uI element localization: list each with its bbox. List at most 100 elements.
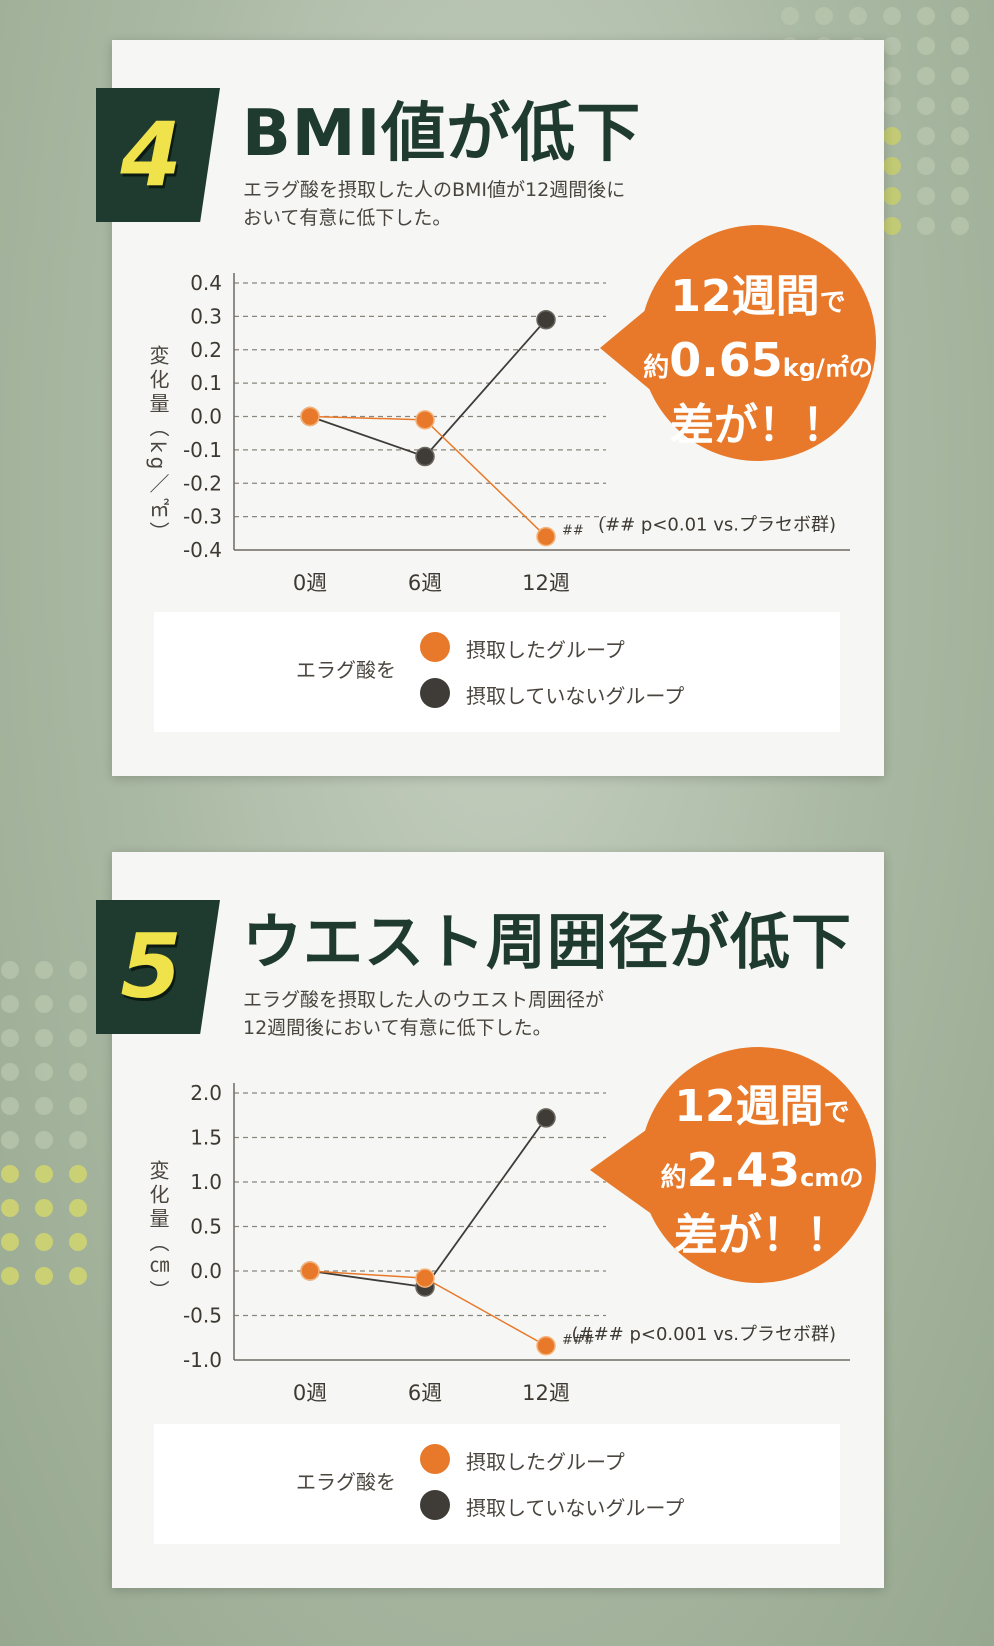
y-tick-label: 1.0 — [190, 1170, 222, 1194]
decorative-dot — [917, 187, 935, 205]
decorative-dot — [1, 1029, 19, 1047]
decorative-dot — [35, 961, 53, 979]
y-tick-label: 1.5 — [190, 1126, 222, 1150]
point-taken — [536, 1336, 556, 1356]
y-tick-label: 0.0 — [190, 1259, 222, 1283]
legend-prefix: エラグ酸を — [296, 1470, 396, 1494]
section-5-callout-bubble — [590, 1047, 876, 1283]
x-tick-label: 12週 — [522, 1381, 570, 1405]
decorative-dot — [951, 7, 969, 25]
decorative-dot — [35, 1029, 53, 1047]
section-5-number: 5 — [120, 915, 182, 1018]
decorative-dot — [951, 37, 969, 55]
series-line — [309, 415, 547, 538]
point-not-taken — [536, 1108, 556, 1128]
x-tick-label: 6週 — [408, 571, 442, 595]
legend-marker-orange — [420, 632, 450, 662]
x-tick-label: 0週 — [293, 571, 327, 595]
decorative-dot — [1, 1199, 19, 1217]
decorative-dot — [1, 1267, 19, 1285]
decorative-dot — [69, 1063, 87, 1081]
decorative-dot — [917, 37, 935, 55]
decorative-dot — [35, 1131, 53, 1149]
y-tick-label: 2.0 — [190, 1081, 222, 1105]
decorative-dot — [69, 1267, 87, 1285]
significance-note: (### p<0.001 vs.プラセボ群) — [571, 1324, 836, 1345]
legend-marker-dark — [420, 1490, 450, 1520]
decorative-dot — [883, 217, 901, 235]
decorative-dot — [917, 67, 935, 85]
decorative-dot — [951, 127, 969, 145]
decorative-dot — [951, 217, 969, 235]
decorative-dot — [917, 127, 935, 145]
bmi-chart: 0.4 0.3 0.2 0.1 0.0 -0.1 -0.2 -0.3 -0.4 0週 6週 12週 ##… — [183, 271, 850, 595]
section-5-ylabel: 変化量（㎝） — [146, 1160, 170, 1304]
decorative-dot — [1, 995, 19, 1013]
legend-label-not-taken: 摂取していないグループ — [466, 684, 685, 708]
legend-prefix: エラグ酸を — [296, 658, 396, 682]
decorative-dot — [917, 7, 935, 25]
x-tick-label: 6週 — [408, 1381, 442, 1405]
y-tick-label: -1.0 — [183, 1348, 222, 1372]
series-line — [309, 319, 547, 458]
decorative-dot — [1, 961, 19, 979]
y-tick-label: -0.4 — [183, 538, 222, 562]
decorative-dot — [951, 157, 969, 175]
point-taken — [415, 410, 435, 430]
point-not-taken — [536, 309, 556, 330]
x-tick-label: 0週 — [293, 1381, 327, 1405]
section-4-callout-bubble — [600, 225, 876, 461]
decorative-dot — [849, 7, 867, 25]
decorative-dot — [883, 127, 901, 145]
decorative-dot — [883, 157, 901, 175]
decorative-dot — [69, 1165, 87, 1183]
significance-marker: ### — [562, 1333, 595, 1348]
y-tick-label: -0.5 — [183, 1304, 222, 1328]
decorative-dot — [35, 1097, 53, 1115]
series-line — [309, 1117, 547, 1288]
decorative-dots-left — [1, 961, 87, 1285]
y-tick-label: -0.2 — [183, 471, 222, 495]
significance-marker: ## — [562, 524, 584, 539]
decorative-dot — [917, 217, 935, 235]
x-tick-label: 12週 — [522, 571, 570, 595]
decorative-dot — [951, 97, 969, 115]
y-tick-label: 0.3 — [190, 304, 222, 328]
significance-note: (## p<0.01 vs.プラセボ群) — [598, 515, 836, 536]
decorative-dot — [883, 7, 901, 25]
decorative-dot — [1, 1063, 19, 1081]
decorative-dot — [917, 97, 935, 115]
decorative-dot — [69, 1097, 87, 1115]
section-4-legend: エラグ酸を 摂取したグループ 摂取していないグループ — [154, 612, 840, 732]
decorative-dot — [883, 67, 901, 85]
point-not-taken — [415, 446, 435, 467]
y-tick-label: 0.5 — [190, 1215, 222, 1239]
legend-label-taken: 摂取したグループ — [466, 1450, 625, 1474]
decorative-dot — [1, 1131, 19, 1149]
decorative-dot — [35, 1199, 53, 1217]
decorative-dot — [883, 97, 901, 115]
decorative-dot — [1, 1165, 19, 1183]
point-taken — [415, 1268, 435, 1288]
decorative-dot — [35, 995, 53, 1013]
point-taken — [536, 526, 556, 547]
decorative-dot — [883, 187, 901, 205]
decorative-dot — [1, 1097, 19, 1115]
legend-marker-dark — [420, 678, 450, 708]
section-4-callout-text: 12週間で 約0.65kg/㎡の 差が！！ — [643, 271, 873, 451]
y-tick-label: -0.1 — [183, 438, 222, 462]
section-5-title: ウエスト周囲径が低下 — [242, 908, 852, 978]
section-5-badge: 5 — [96, 900, 220, 1034]
point-taken — [300, 406, 320, 427]
decorative-dot — [69, 1233, 87, 1251]
y-tick-label: 0.4 — [190, 271, 222, 295]
section-4-description: エラグ酸を摂取した人のBMI値が12週間後に おいて有意に低下した。 — [243, 179, 626, 229]
decorative-dot — [951, 187, 969, 205]
decorative-dot — [883, 37, 901, 55]
point-taken — [300, 1261, 320, 1281]
waist-chart: 2.0 1.5 1.0 0.5 0.0 -0.5 -1.0 0週 6週 12週 ###(### p<… — [183, 1081, 850, 1405]
section-5-description: エラグ酸を摂取した人のウエスト周囲径が 12週間後において有意に低下した。 — [243, 989, 605, 1039]
legend-marker-orange — [420, 1444, 450, 1474]
section-4-badge: 4 — [96, 88, 220, 222]
legend-label-taken: 摂取したグループ — [466, 638, 625, 662]
